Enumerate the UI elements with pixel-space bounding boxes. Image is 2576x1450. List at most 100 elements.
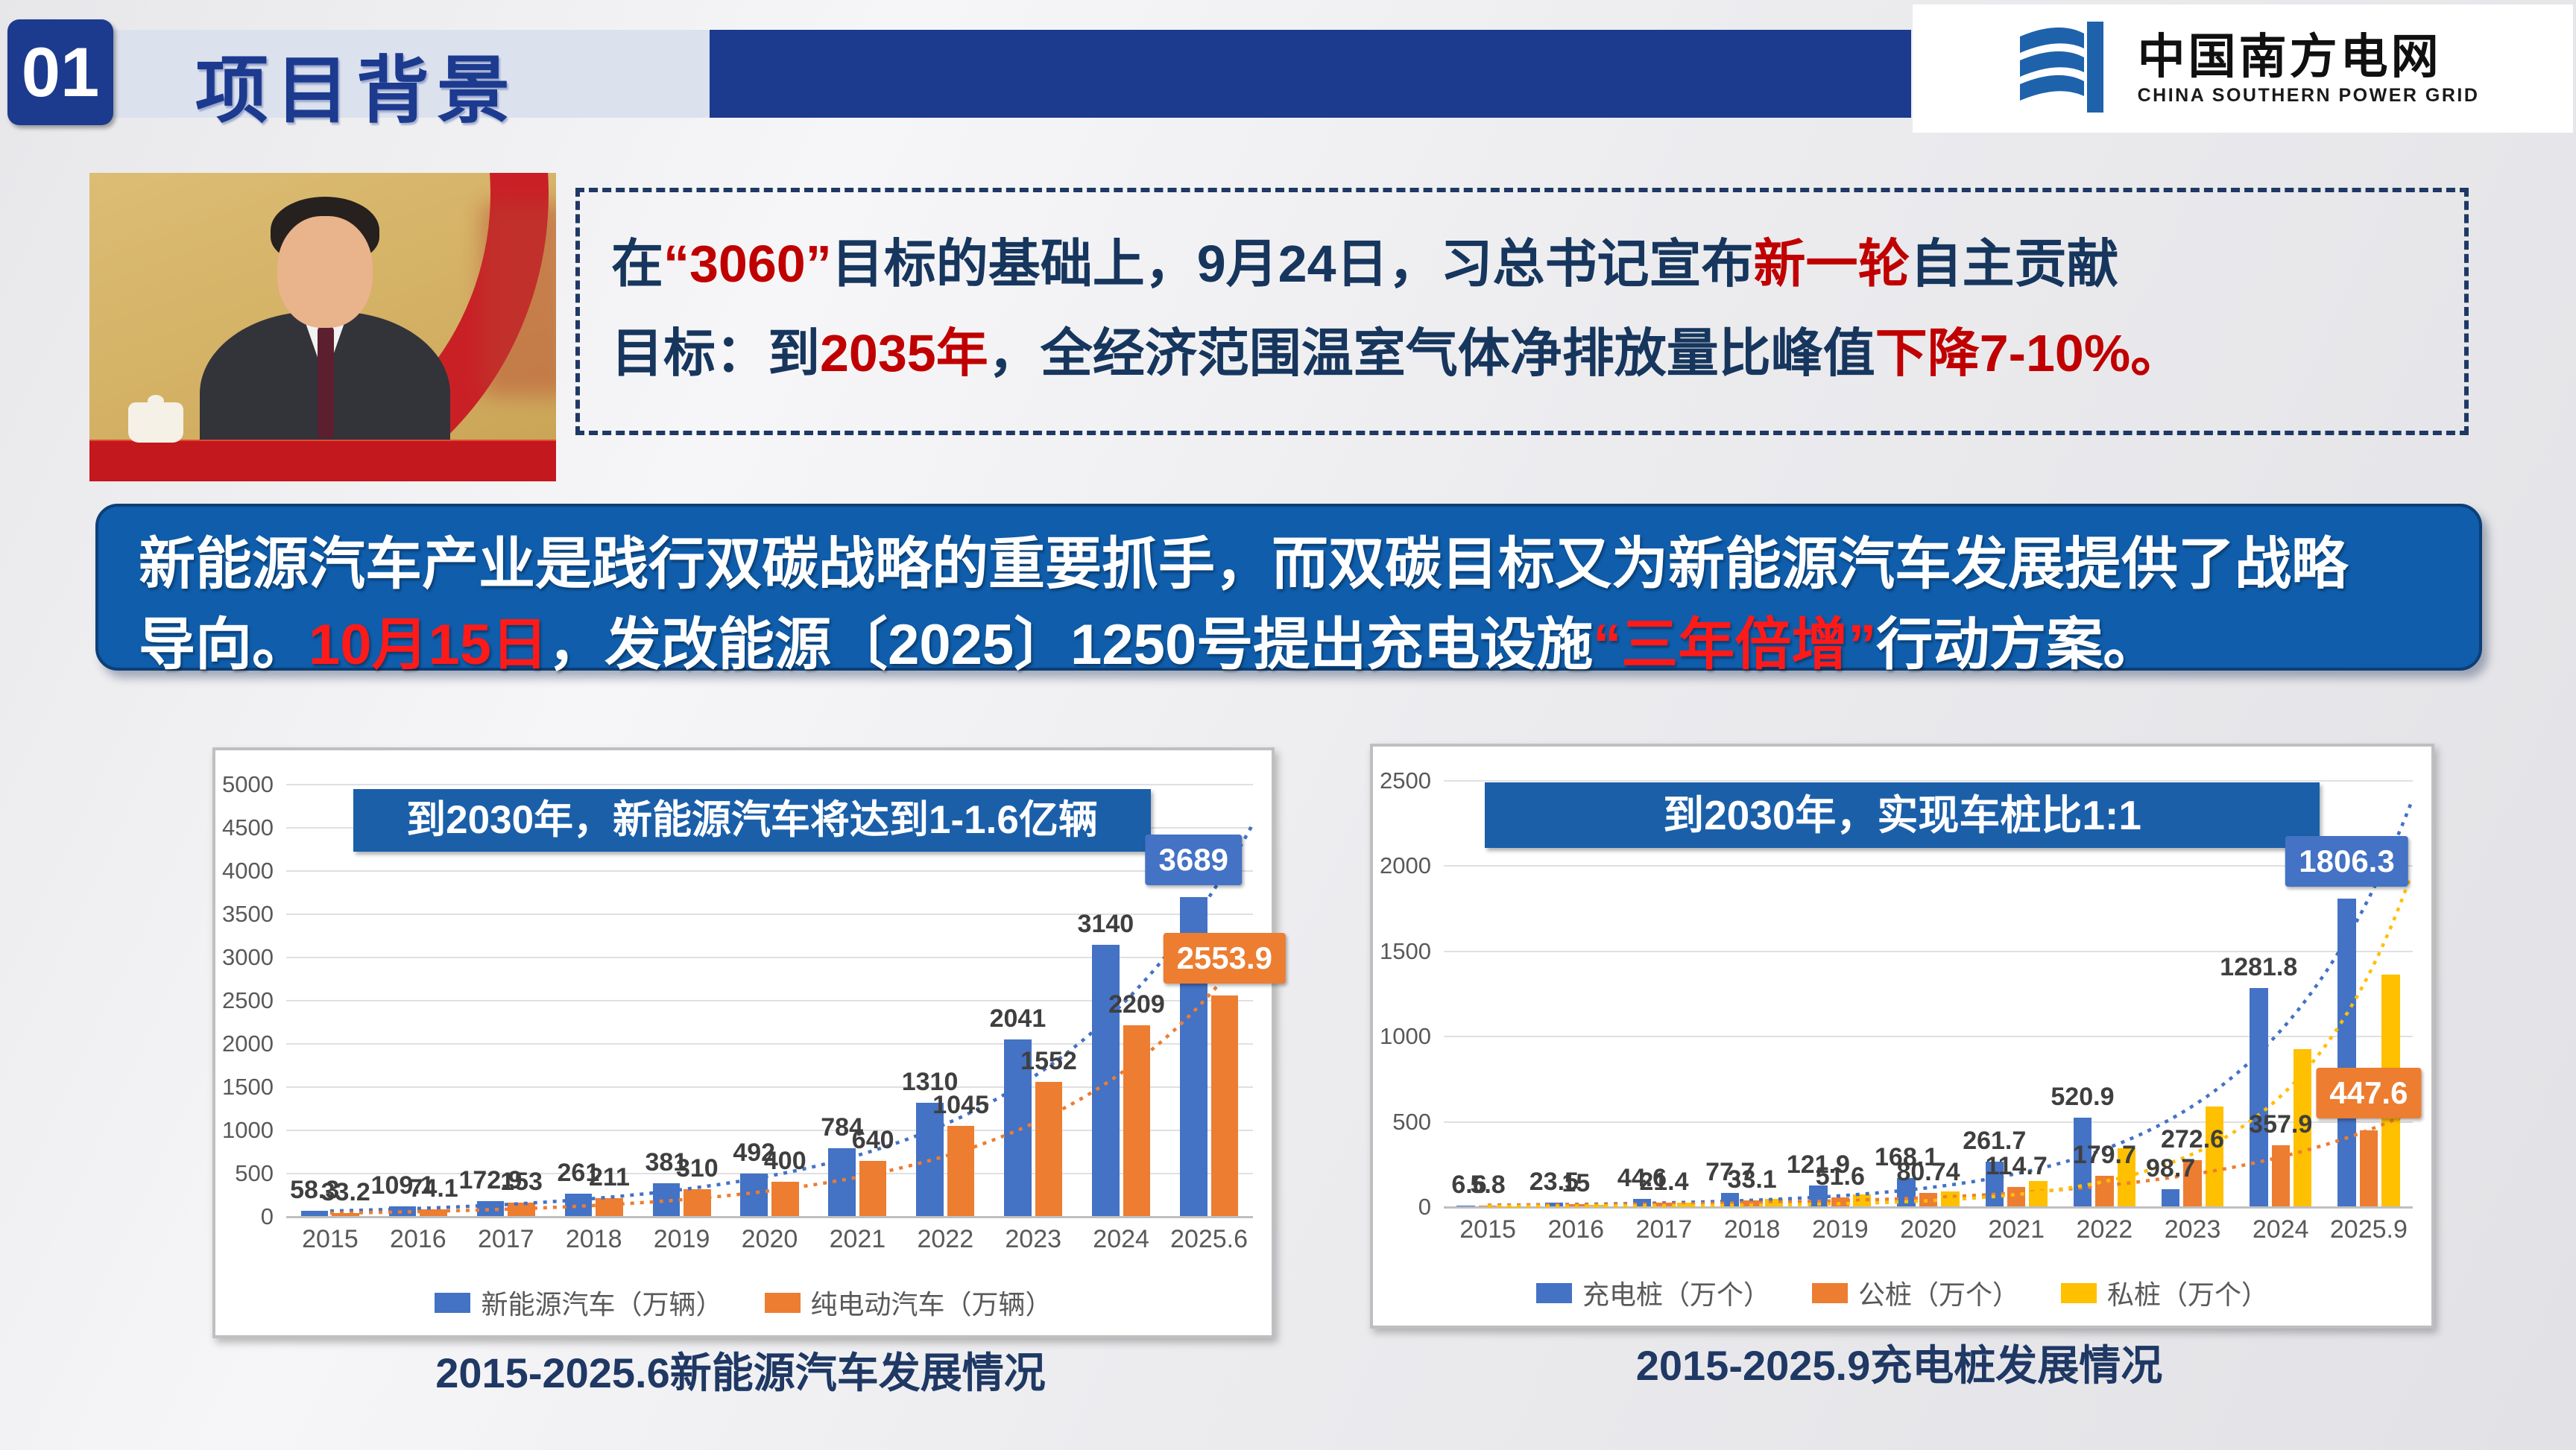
bar xyxy=(2183,1159,2202,1206)
nev-chart-title-banner: 到2030年，新能源汽车将达到1-1.6亿辆 xyxy=(353,789,1151,852)
highlight-red-text: 新一轮 xyxy=(1753,235,1910,293)
gridline xyxy=(286,1043,1253,1045)
data-label: 77.7 xyxy=(1705,1158,1755,1187)
data-label: 109.1 xyxy=(370,1171,435,1200)
data-label: 179.7 xyxy=(2072,1140,2136,1169)
body-text: 目标的基础上，9月24日，习总书记宣布 xyxy=(831,235,1754,293)
x-axis-label: 2019 xyxy=(653,1225,710,1253)
charger-chart-y-axis: 0 500 1000 1500 2000 2500 xyxy=(1373,767,1437,1220)
data-label: 121.9 xyxy=(1786,1150,1850,1180)
logo-name-en: CHINA SOUTHERN POWER GRID xyxy=(2137,84,2480,106)
body-text: 行动方案。 xyxy=(1876,612,2160,677)
data-label: 211 xyxy=(589,1162,630,1191)
body-text: 自主贡献 xyxy=(1910,235,2119,293)
data-label: 58.3 xyxy=(290,1176,340,1205)
bar xyxy=(2073,1117,2092,1206)
y-axis-label: 2500 xyxy=(1380,767,1431,794)
y-axis-label: 2500 xyxy=(222,987,274,1013)
gridline xyxy=(286,957,1253,958)
data-label: 492 xyxy=(733,1138,776,1167)
bar xyxy=(2161,1189,2180,1206)
x-axis-label: 2025.9 xyxy=(2329,1215,2408,1244)
bar xyxy=(2205,1106,2224,1206)
body-text: 在 xyxy=(611,235,663,293)
data-label: 74.1 xyxy=(408,1174,458,1203)
data-label: 153 xyxy=(500,1168,543,1197)
y-axis-label: 4500 xyxy=(222,814,274,840)
data-label: 784 xyxy=(821,1113,863,1142)
charger-chart-legend: 充电桩（万个） 公桩（万个） 私桩（万个） xyxy=(1373,1273,2431,1312)
legend-swatch xyxy=(2061,1282,2097,1303)
gridline xyxy=(1444,1206,2413,1209)
y-axis-label: 1500 xyxy=(1380,937,1431,964)
x-axis-label: 2023 xyxy=(2164,1215,2221,1244)
gridline xyxy=(286,1086,1253,1088)
gridline xyxy=(286,914,1253,915)
data-label: 114.7 xyxy=(1985,1151,2048,1180)
data-label: 33.2 xyxy=(321,1178,370,1207)
trendlines xyxy=(329,826,1253,1215)
data-label: 51.6 xyxy=(1815,1162,1865,1191)
leader-photo xyxy=(89,173,556,481)
bar xyxy=(420,1209,447,1216)
bar xyxy=(1676,1202,1696,1206)
gridline xyxy=(286,1130,1253,1131)
nev-chart-y-axis: 0 500 1000 1500 2000 2500 3000 3500 4000 4500 5000 xyxy=(215,771,280,1229)
x-axis-label: 2020 xyxy=(741,1225,798,1253)
bar xyxy=(1456,1205,1475,1206)
legend-label: 新能源汽车（万辆） xyxy=(481,1289,723,1320)
y-axis-label: 0 xyxy=(1418,1194,1431,1220)
data-label: 1552 xyxy=(1020,1046,1077,1075)
gridline xyxy=(286,1173,1253,1174)
bar xyxy=(1004,1039,1032,1216)
highlight-red-text: 下降7-10%。 xyxy=(1875,324,2183,383)
body-text: ，全经济范围温室气体净排放量比峰值 xyxy=(988,324,1875,383)
x-axis-label: 2019 xyxy=(1811,1215,1869,1244)
x-axis-label: 2017 xyxy=(477,1225,534,1253)
x-axis-label: 2016 xyxy=(390,1225,446,1253)
trend-line xyxy=(1488,802,2413,1207)
highlight-red-text: “3060” xyxy=(663,235,832,293)
y-axis-label: 2000 xyxy=(222,1030,274,1057)
data-label: 2041 xyxy=(989,1004,1046,1033)
legend-item: 纯电动汽车（万辆） xyxy=(764,1283,1052,1322)
legend-swatch xyxy=(1535,1282,1572,1303)
nev-chart-x-axis: 2015 2016 2017 2018 2019 2020 2021 2022 2023 2024… xyxy=(286,1225,1253,1261)
bar xyxy=(1544,1202,1564,1206)
y-axis-label: 3000 xyxy=(222,944,274,970)
bar xyxy=(1632,1198,1652,1206)
data-label: 400 xyxy=(763,1146,806,1175)
x-axis-label: 2015 xyxy=(302,1225,359,1253)
body-text: 导向。 xyxy=(139,612,309,677)
data-label: 1045 xyxy=(932,1090,989,1119)
data-label: 44.6 xyxy=(1617,1163,1667,1192)
x-axis-label: 2022 xyxy=(2076,1215,2133,1244)
data-label: 261 xyxy=(557,1158,600,1187)
legend-item: 私桩（万个） xyxy=(2061,1273,2268,1312)
bar xyxy=(1985,1162,2004,1206)
legend-item: 新能源汽车（万辆） xyxy=(435,1283,723,1322)
bar xyxy=(1764,1198,1784,1206)
gridline xyxy=(286,1216,1253,1218)
legend-label: 纯电动汽车（万辆） xyxy=(810,1289,1052,1320)
data-label: 172.9 xyxy=(458,1165,523,1194)
callout-label: 3689 xyxy=(1145,835,1242,886)
bar xyxy=(508,1203,535,1216)
x-axis-label: 2016 xyxy=(1547,1215,1605,1244)
x-axis-label: 2018 xyxy=(1723,1215,1781,1244)
data-label: 272.6 xyxy=(2160,1124,2225,1153)
trendlines xyxy=(1488,802,2413,1209)
photo-face xyxy=(277,216,373,328)
bar xyxy=(859,1160,887,1216)
bar xyxy=(1123,1025,1151,1216)
gridline xyxy=(1444,780,2413,782)
highlight-red-text: “三年倍增” xyxy=(1593,612,1877,677)
callout-label: 1806.3 xyxy=(2285,835,2408,887)
charger-chart-x-axis: 2015 2016 2017 2018 2019 2020 2021 2022 2023 2024… xyxy=(1444,1215,2413,1251)
data-label: 6.6 xyxy=(1451,1170,1487,1199)
quote-line-2: 目标：到2035年，全经济范围温室气体净排放量比峰值下降7-10%。 xyxy=(611,308,2433,398)
highlight-red-text: 2035年 xyxy=(820,324,988,383)
nev-chart-legend: 新能源汽车（万辆） 纯电动汽车（万辆） xyxy=(215,1283,1272,1322)
x-axis-label: 2015 xyxy=(1459,1215,1516,1244)
callout-label: 2553.9 xyxy=(1163,932,1287,984)
